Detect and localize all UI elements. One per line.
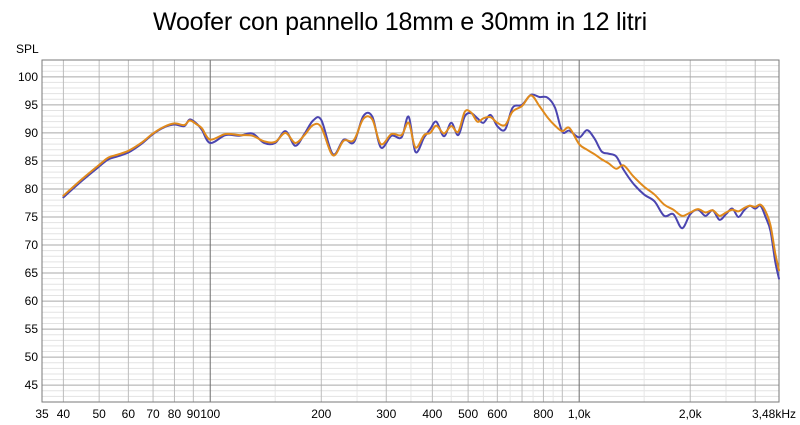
series-line-2: [62, 94, 780, 272]
x-tick-label: 100: [200, 407, 220, 421]
grid-minor: [42, 59, 779, 403]
x-tick-label: 90: [187, 407, 201, 421]
x-tick-label: 40: [57, 407, 71, 421]
x-tick-label: 500: [458, 407, 478, 421]
y-tick-label: 90: [25, 126, 39, 140]
series-layer: [62, 93, 780, 280]
x-tick-label: 70: [146, 407, 160, 421]
y-tick-labels: 45 50 55 60 65 70 75 80 85 90 95 100: [18, 70, 38, 392]
x-tick-label: 400: [422, 407, 442, 421]
x-tick-label: 60: [122, 407, 136, 421]
x-tick-label: 3,48kHz: [752, 407, 796, 421]
x-tick-label: 600: [487, 407, 507, 421]
plot-frame: [41, 59, 780, 403]
x-tick-label: 200: [311, 407, 331, 421]
y-tick-label: 70: [25, 238, 39, 252]
chart-title: Woofer con pannello 18mm e 30mm in 12 li…: [153, 8, 647, 36]
y-tick-label: 60: [25, 294, 39, 308]
y-axis-label: SPL: [16, 42, 39, 56]
x-tick-label: 300: [376, 407, 396, 421]
y-tick-label: 100: [18, 70, 38, 84]
y-tick-label: 65: [25, 266, 39, 280]
grid-major: [42, 60, 779, 402]
y-tick-label: 95: [25, 98, 39, 112]
y-tick-label: 50: [25, 350, 39, 364]
y-tick-label: 75: [25, 210, 39, 224]
y-tick-label: 55: [25, 322, 39, 336]
x-tick-labels: 35 40 50 60 70 80 90 100 200 300 400 500 600 800 1,0k 2…: [35, 407, 796, 421]
x-tick-label: 50: [92, 407, 106, 421]
x-tick-label: 1,0k: [568, 407, 592, 421]
x-tick-label: 2,0k: [679, 407, 703, 421]
x-tick-label: 800: [533, 407, 553, 421]
y-tick-label: 45: [25, 378, 39, 392]
x-tick-label: 80: [168, 407, 182, 421]
y-tick-label: 85: [25, 154, 39, 168]
x-tick-label: 35: [35, 407, 49, 421]
y-tick-label: 80: [25, 182, 39, 196]
